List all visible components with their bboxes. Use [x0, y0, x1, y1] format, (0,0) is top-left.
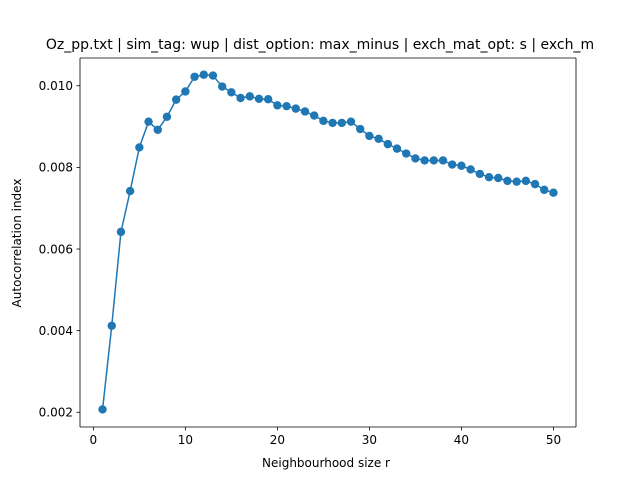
data-point — [346, 117, 356, 126]
y-tick-label: 0.008 — [39, 161, 73, 175]
y-tick-label: 0.010 — [39, 79, 73, 93]
x-tick-label: 10 — [178, 433, 193, 447]
data-point — [540, 185, 549, 195]
y-tick-label: 0.004 — [39, 324, 73, 338]
data-point — [273, 101, 282, 110]
data-point — [309, 111, 319, 120]
data-point — [429, 156, 439, 165]
x-tick-label: 20 — [270, 433, 285, 447]
data-point — [181, 87, 190, 96]
data-point — [494, 173, 503, 183]
data-point — [337, 118, 347, 128]
y-tick-label: 0.006 — [39, 242, 73, 256]
data-point — [263, 95, 273, 104]
y-axis-label: Autocorrelation index — [10, 179, 24, 308]
data-point — [199, 70, 208, 79]
data-point — [208, 71, 218, 80]
data-point — [217, 82, 227, 91]
data-point — [365, 131, 374, 141]
data-point — [162, 112, 172, 121]
x-tick-label: 0 — [90, 433, 98, 447]
data-point — [236, 93, 245, 103]
series-layer — [98, 70, 558, 414]
data-point — [512, 177, 521, 186]
data-point — [503, 176, 512, 186]
data-point — [227, 88, 236, 97]
data-point — [300, 107, 310, 116]
data-point — [171, 95, 181, 104]
data-point — [107, 321, 116, 330]
data-point — [448, 160, 457, 169]
data-point — [411, 154, 420, 163]
data-point — [356, 124, 365, 134]
data-point — [374, 134, 383, 144]
data-point — [291, 104, 300, 113]
data-point — [135, 143, 144, 152]
x-axis-label: Neighbourhood size r — [262, 456, 390, 470]
data-point — [245, 92, 254, 101]
data-point — [319, 116, 328, 126]
data-point — [153, 125, 162, 135]
x-tick-label: 50 — [546, 433, 561, 447]
data-point — [484, 172, 494, 182]
x-tick-label: 40 — [454, 433, 469, 447]
data-point — [383, 139, 393, 149]
chart-title: Oz_pp.txt | sim_tag: wup | dist_option: … — [46, 37, 594, 53]
data-point — [521, 176, 531, 186]
data-point — [190, 72, 199, 81]
data-point — [144, 117, 153, 126]
x-tick-label: 30 — [362, 433, 377, 447]
data-point — [549, 188, 558, 197]
data-point — [392, 144, 402, 153]
data-point — [328, 118, 337, 128]
data-point — [282, 101, 291, 111]
plot-area — [80, 58, 576, 427]
data-point — [466, 165, 475, 174]
y-tick-label: 0.002 — [39, 406, 73, 420]
data-point — [438, 156, 448, 165]
data-point — [254, 94, 264, 104]
data-point — [402, 149, 411, 158]
data-point — [98, 405, 107, 414]
axes-layer: 0 10 20 30 40 50 0.002 0.004 0.006 0.008 0.010 — [39, 57, 577, 447]
data-point — [125, 186, 135, 196]
data-point — [116, 227, 126, 237]
data-point — [420, 156, 429, 165]
data-point — [457, 161, 466, 170]
data-point — [530, 179, 540, 189]
data-point — [475, 169, 485, 179]
